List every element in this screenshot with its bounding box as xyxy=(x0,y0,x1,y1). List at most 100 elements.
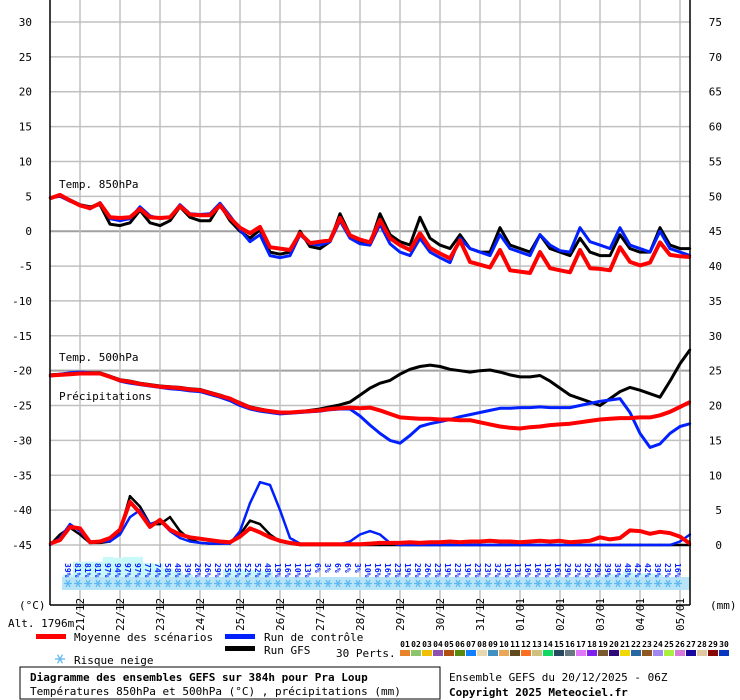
snowflake-center xyxy=(276,582,280,585)
t500-mean-line-point xyxy=(548,423,552,427)
t850-control-line-point xyxy=(318,243,322,247)
t850-mean-line-point xyxy=(348,234,352,237)
t500-mean-line-point xyxy=(458,418,462,422)
snow-risk-label: 97% xyxy=(133,563,142,578)
snowflake-center xyxy=(396,582,400,585)
snowflake-icon xyxy=(414,579,422,588)
snow-risk-label: 23% xyxy=(473,563,482,578)
snow-risk-label: 3% xyxy=(323,563,332,573)
snowflake-center xyxy=(536,582,540,585)
precip-gfs-line-point xyxy=(128,494,132,498)
snow-risk-label: 39% xyxy=(653,563,662,578)
t850-mean-line-point xyxy=(98,202,102,205)
snowflake-center xyxy=(196,582,200,585)
snow-risk-bar xyxy=(63,574,73,577)
legend-mean-swatch xyxy=(36,634,66,639)
t850-mean-line-point xyxy=(248,232,252,235)
precip-mean-line-point xyxy=(618,536,622,540)
t500-control-line-point xyxy=(618,397,622,400)
t500-control-line-point xyxy=(518,406,522,409)
t850-mean-line-point xyxy=(548,266,552,270)
t500-control-line-point xyxy=(378,432,382,435)
t850-gfs-line-point xyxy=(638,250,642,254)
label-precip: Précipitations xyxy=(59,390,152,403)
snow-risk-bar xyxy=(493,576,503,577)
t500-mean-line-point xyxy=(208,391,212,395)
t850-mean-line-point xyxy=(428,246,432,250)
t500-mean-line-point xyxy=(618,416,622,420)
snowflake-icon xyxy=(534,579,542,588)
t850-mean-line-point xyxy=(158,216,162,220)
snowflake-center xyxy=(146,582,150,585)
snowflake-center xyxy=(576,582,580,585)
snow-risk-bar xyxy=(223,569,233,577)
t500-gfs-line-point xyxy=(458,369,462,372)
t850-mean-line-point xyxy=(58,193,62,197)
precip-mean-line-point xyxy=(588,539,592,543)
snow-risk-label: 74% xyxy=(153,563,162,578)
t500-mean-line-point xyxy=(358,407,362,410)
t500-mean-line-point xyxy=(448,418,452,421)
precip-gfs-line-point xyxy=(678,543,682,547)
snow-risk-label: 26% xyxy=(203,563,212,578)
snow-risk-bar xyxy=(653,574,663,577)
t850-mean-line-point xyxy=(628,260,632,264)
t500-gfs-line-point xyxy=(468,370,472,374)
snowflake-icon xyxy=(674,579,682,588)
t850-mean-line-point xyxy=(488,266,492,269)
t850-control-line-point xyxy=(118,219,122,222)
pert-swatch xyxy=(719,650,729,656)
snow-risk-bar xyxy=(633,573,643,577)
t500-mean-line-point xyxy=(388,412,392,416)
altitude-label: Alt. 1796m xyxy=(8,617,75,630)
snow-risk-bar xyxy=(603,574,613,577)
precip-mean-line-point xyxy=(488,539,492,543)
t850-mean-line-point xyxy=(438,252,442,255)
x-tick-label: 01/01 xyxy=(514,598,527,631)
precip-control-line-point xyxy=(668,543,672,547)
precip-mean-line-point xyxy=(338,543,342,546)
t500-control-line-point xyxy=(648,446,652,449)
snow-risk-label: 10% xyxy=(293,563,302,578)
t850-mean-line-point xyxy=(88,206,92,210)
snow-risk-label: 55% xyxy=(233,563,242,578)
t850-mean-line-point xyxy=(408,248,412,252)
t850-control-line-point xyxy=(388,242,392,245)
pert-number: 08 xyxy=(477,640,487,649)
snowflake-icon xyxy=(504,579,512,588)
snowflake-icon xyxy=(55,654,65,664)
snowflake-icon xyxy=(374,579,382,588)
snowflake-icon xyxy=(484,579,492,588)
snowflake-center xyxy=(656,582,660,585)
left-tick-label: 10 xyxy=(19,155,32,168)
x-tick-label: 28/12 xyxy=(354,598,367,631)
snow-risk-label: 77% xyxy=(143,563,152,578)
t850-control-line-point xyxy=(538,233,542,236)
snow-risk-label: 97% xyxy=(103,563,112,578)
t850-control-line-point xyxy=(478,250,482,254)
t850-control-line-point xyxy=(448,261,452,264)
snow-risk-label: 23% xyxy=(393,563,402,578)
t850-mean-line-point xyxy=(368,241,372,244)
t500-gfs-line-point xyxy=(388,379,392,382)
t500-control-line-point xyxy=(588,402,592,405)
snow-risk-bar xyxy=(143,562,153,577)
precip-control-line-point xyxy=(508,543,512,547)
precip-mean-line-point xyxy=(388,541,392,545)
t500-mean-line-point xyxy=(498,425,502,428)
precip-control-line-point xyxy=(188,540,192,543)
t500-control-line-point xyxy=(388,439,392,442)
pert-swatch xyxy=(433,650,443,656)
snowflake-center xyxy=(306,582,310,585)
precip-mean-line-point xyxy=(578,540,582,543)
pert-swatch xyxy=(532,650,542,656)
pert-swatch xyxy=(400,650,410,656)
t850-mean-line-point xyxy=(218,204,222,207)
precip-mean-line-point xyxy=(468,540,472,543)
copyright: Copyright 2025 Meteociel.fr xyxy=(449,686,628,699)
pert-number: 28 xyxy=(697,640,707,649)
t850-mean-line-point xyxy=(558,269,562,272)
precip-mean-line-point xyxy=(98,540,102,543)
precip-mean-line xyxy=(49,499,692,547)
legend-gfs-label: Run GFS xyxy=(264,644,310,657)
